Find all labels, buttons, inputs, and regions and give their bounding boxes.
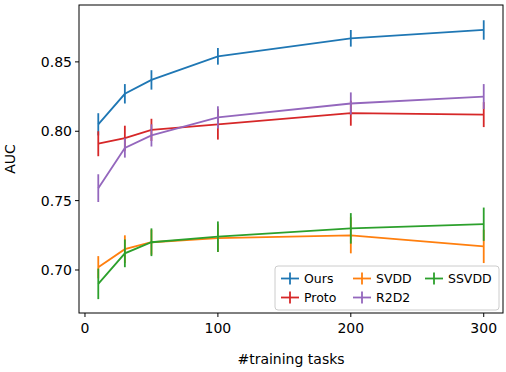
error-bar xyxy=(97,174,99,202)
legend-swatch xyxy=(433,273,435,285)
x-tick xyxy=(84,313,85,317)
y-tick xyxy=(75,61,79,62)
legend-swatch xyxy=(289,292,291,304)
x-axis-label: #training tasks xyxy=(237,351,344,367)
error-bar xyxy=(350,30,352,47)
plot-area xyxy=(98,20,483,299)
series-line xyxy=(98,97,483,189)
error-bar xyxy=(124,138,126,157)
legend-label: Proto xyxy=(304,290,336,305)
x-tick xyxy=(483,313,484,317)
legend-label: Ours xyxy=(304,271,333,286)
y-axis-label: AUC xyxy=(2,144,18,174)
x-tick-label: 100 xyxy=(205,320,232,336)
legend-swatch xyxy=(289,273,291,285)
error-bar xyxy=(151,70,153,89)
series-line xyxy=(98,113,483,144)
legend-swatch xyxy=(361,292,363,304)
x-tick-label: 300 xyxy=(470,320,497,336)
chart: 0 100 200 300 0.70 0.75 0.80 0.85 #training task… xyxy=(0,0,506,372)
x-tick xyxy=(217,313,218,317)
error-bar xyxy=(350,92,352,114)
x-tick xyxy=(350,313,351,317)
y-tick xyxy=(75,131,79,132)
error-bar xyxy=(350,213,352,244)
legend-label: SSVDD xyxy=(448,271,492,286)
error-bar xyxy=(97,269,99,300)
legend-box xyxy=(275,266,499,310)
error-bar xyxy=(483,208,485,241)
error-bar xyxy=(97,131,99,156)
y-tick-label: 0.80 xyxy=(41,123,72,139)
error-bar xyxy=(151,124,153,146)
error-bar xyxy=(483,84,485,109)
legend-label: SVDD xyxy=(376,271,412,286)
y-tick xyxy=(75,269,79,270)
y-tick xyxy=(75,200,79,201)
error-bar xyxy=(124,84,126,103)
error-bar xyxy=(124,239,126,267)
error-bar xyxy=(217,221,219,252)
y-tick-label: 0.85 xyxy=(41,54,72,70)
legend: Ours SVDD SSVDD Proto R2D2 xyxy=(275,266,499,310)
series-line xyxy=(98,235,483,267)
plot-frame xyxy=(79,5,503,313)
x-tick-label: 0 xyxy=(81,320,90,336)
legend-label: R2D2 xyxy=(376,290,410,305)
error-bar xyxy=(217,48,219,65)
error-bar xyxy=(151,228,153,256)
y-tick-label: 0.70 xyxy=(41,262,72,278)
y-tick-label: 0.75 xyxy=(41,193,72,209)
error-bar xyxy=(217,106,219,128)
legend-swatch xyxy=(361,273,363,285)
error-bar xyxy=(483,20,485,39)
x-tick-label: 200 xyxy=(337,320,364,336)
